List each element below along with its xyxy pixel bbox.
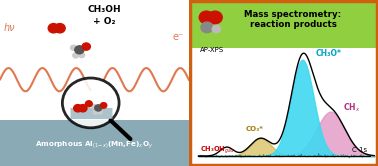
Circle shape [91,104,96,108]
Text: Amorphous Al$_{(1\!-\!x)}$(Mn,Fe)$_x$O$_y$: Amorphous Al$_{(1\!-\!x)}$(Mn,Fe)$_x$O$_… [35,139,154,150]
Bar [0,120,189,166]
Text: e⁻: e⁻ [172,32,183,42]
Circle shape [201,22,213,33]
Circle shape [101,103,107,108]
FancyBboxPatch shape [189,1,378,47]
Text: CH₃OH$_{gas}$: CH₃OH$_{gas}$ [200,144,235,156]
Circle shape [48,24,59,33]
Text: C 1s: C 1s [352,147,367,153]
Circle shape [79,105,87,112]
Circle shape [71,45,76,50]
Text: CH₃OH: CH₃OH [87,5,121,14]
Circle shape [73,53,79,58]
Circle shape [208,11,222,24]
Circle shape [75,46,84,54]
Circle shape [212,25,220,33]
Circle shape [85,101,92,107]
Circle shape [98,110,102,114]
Circle shape [74,105,82,112]
Text: CO₃*: CO₃* [246,126,263,132]
Circle shape [62,78,119,128]
Text: AP-XPS: AP-XPS [200,47,225,53]
Circle shape [54,24,65,33]
Circle shape [93,110,98,114]
Circle shape [79,52,85,58]
Text: reaction products: reaction products [249,20,336,29]
Text: Mass spectrometry:: Mass spectrometry: [245,10,341,19]
Text: CH₃O*: CH₃O* [316,49,341,58]
Text: + O₂: + O₂ [93,17,115,26]
Circle shape [82,43,90,50]
Circle shape [199,11,214,24]
Text: CH$_x$: CH$_x$ [343,102,360,114]
Circle shape [95,105,102,111]
Text: hν: hν [4,23,15,33]
